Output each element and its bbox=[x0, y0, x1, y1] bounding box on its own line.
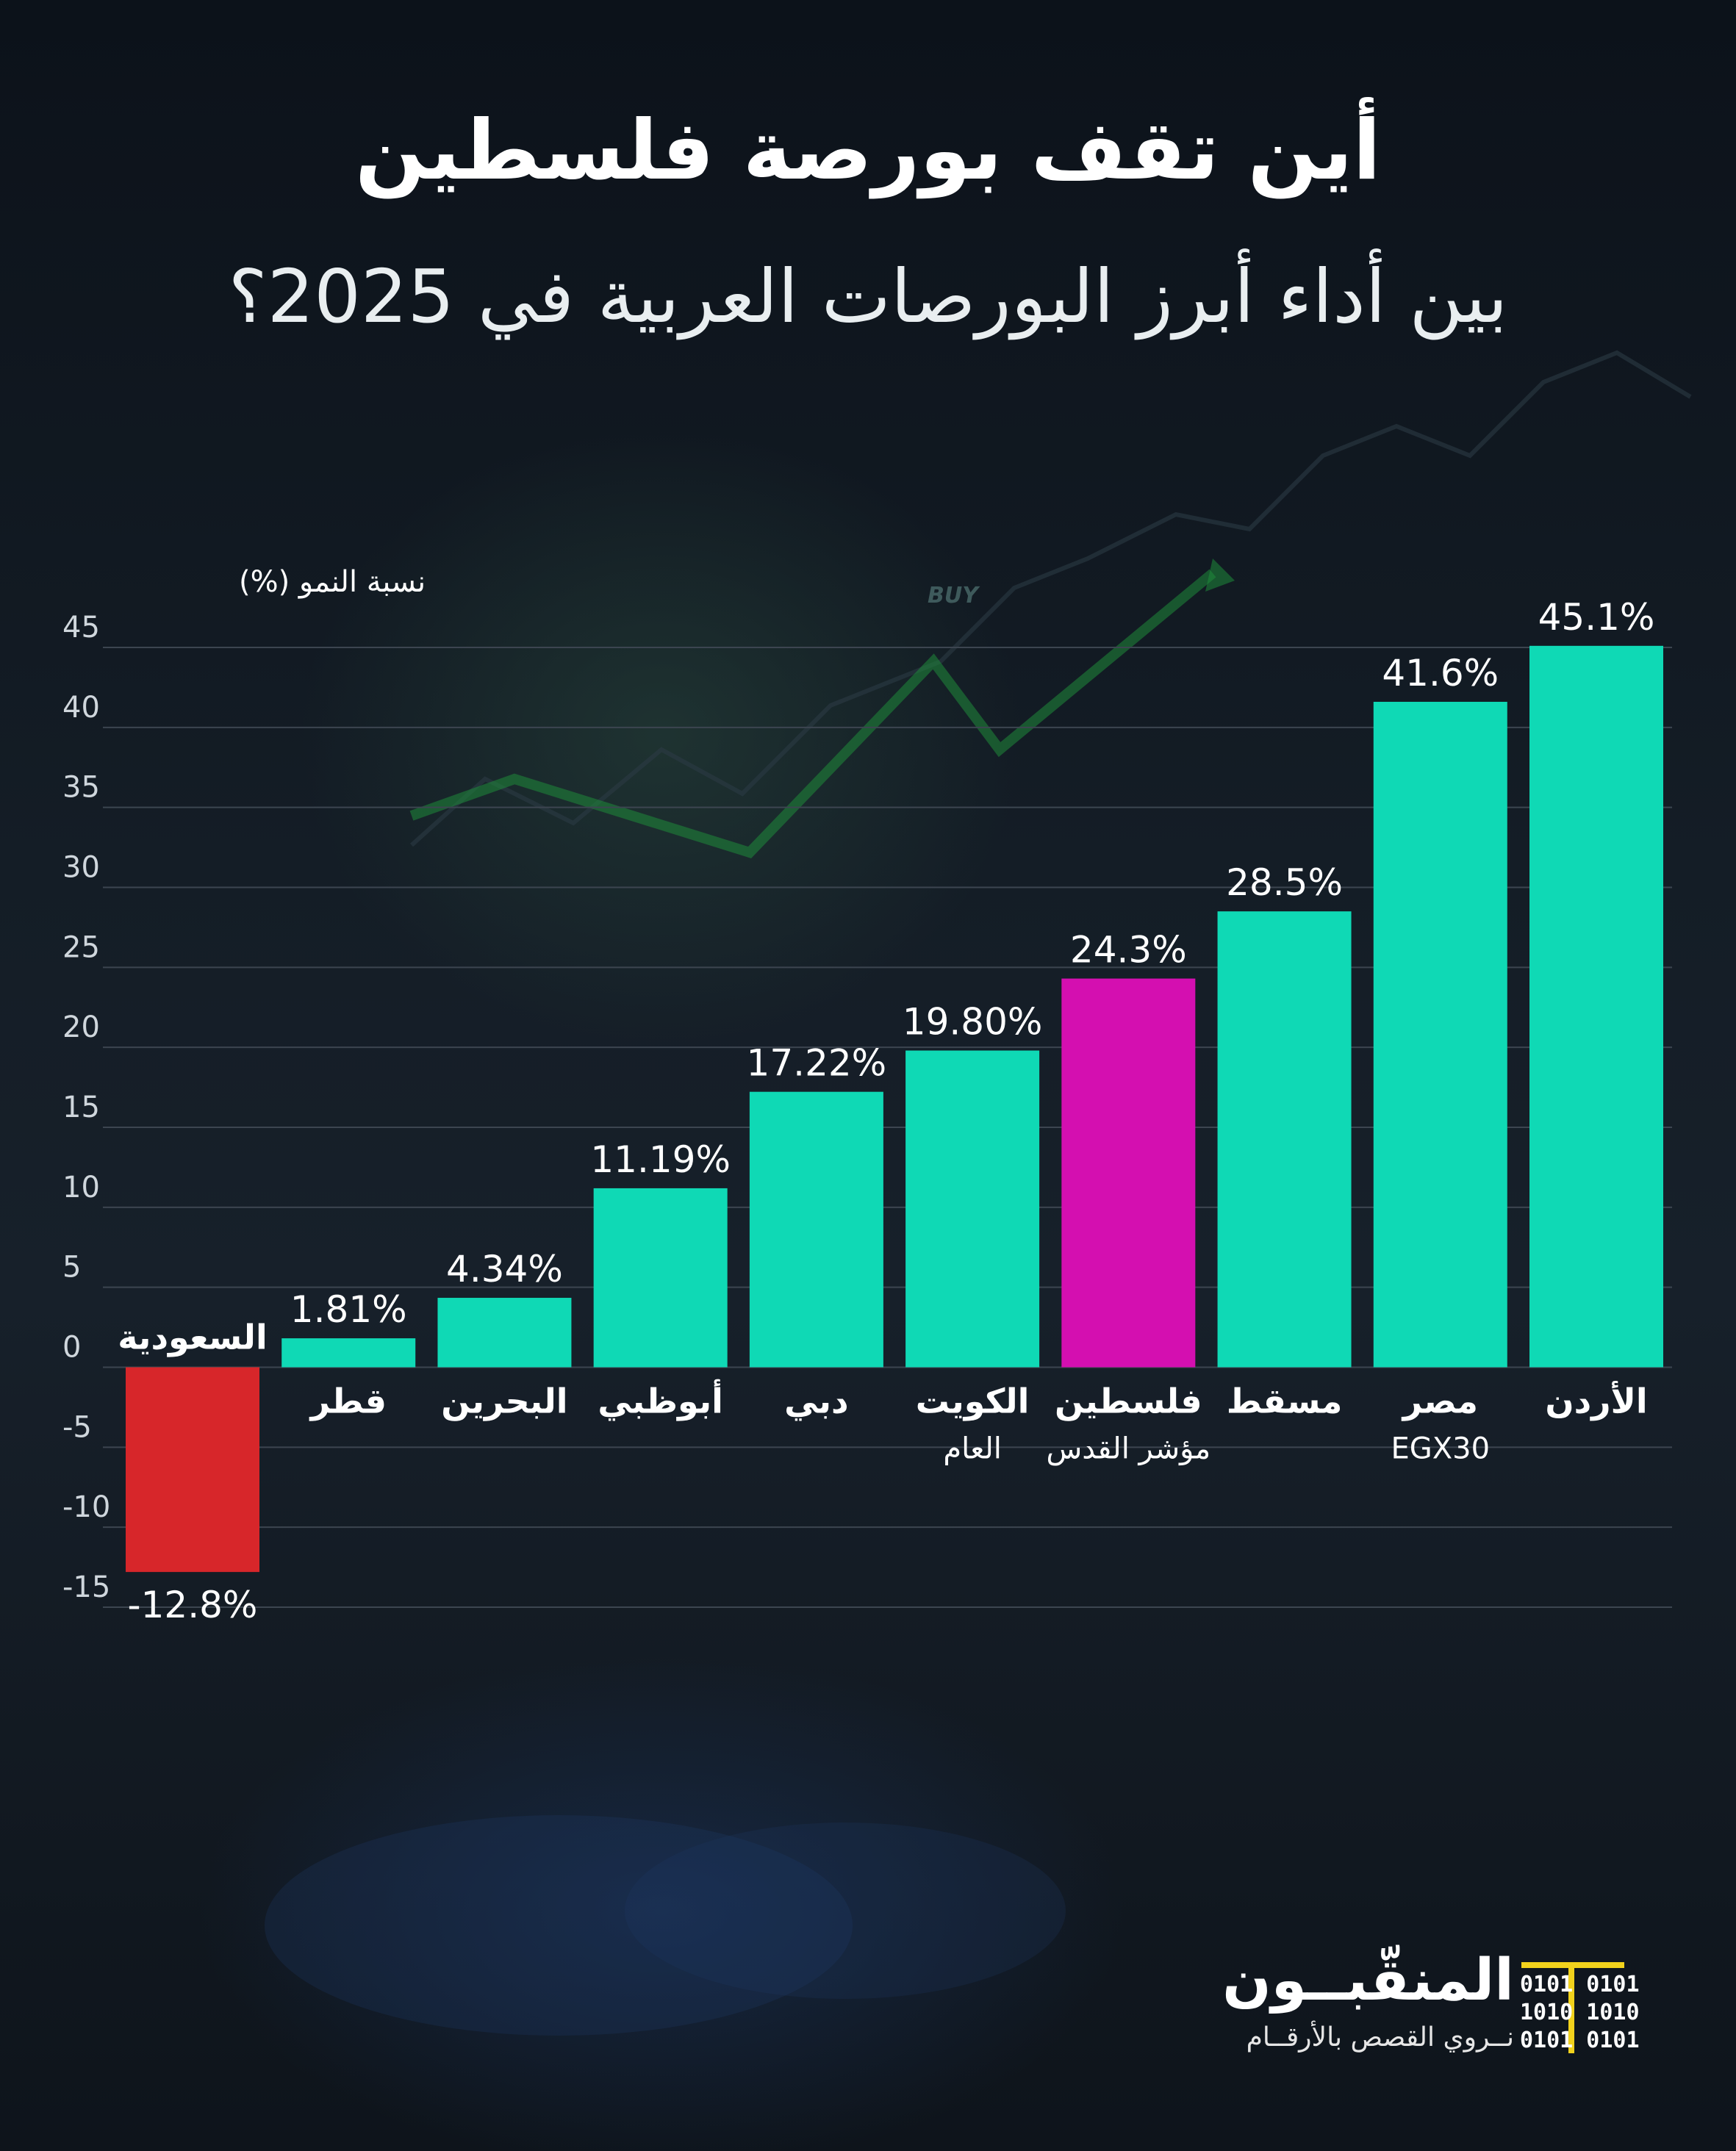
bar bbox=[1529, 645, 1663, 1368]
page-subtitle: بين أداء أبرز البورصات العربية في 2025؟ bbox=[228, 254, 1508, 340]
bar bbox=[1061, 978, 1196, 1368]
bar bbox=[905, 1050, 1040, 1368]
brand-logo: المنقّبــون نــروي القصص بالأرقــام 0101… bbox=[1220, 1947, 1654, 2065]
bar-value-label: 19.80% bbox=[903, 1001, 1043, 1044]
y-tick-label: 10 bbox=[62, 1171, 100, 1204]
y-tick-label: 20 bbox=[62, 1010, 100, 1044]
bar-value-label: 28.5% bbox=[1226, 861, 1343, 904]
category-label: الكويت bbox=[916, 1382, 1030, 1421]
bar bbox=[593, 1188, 728, 1368]
y-tick-label: 5 bbox=[62, 1251, 81, 1285]
y-tick-label: -15 bbox=[62, 1570, 110, 1604]
category-label: السعودية bbox=[118, 1318, 267, 1357]
y-tick-label: 15 bbox=[62, 1091, 100, 1124]
category-label: فلسطين bbox=[1055, 1382, 1202, 1421]
category-label: مسقط bbox=[1227, 1382, 1343, 1421]
bar-value-label: 4.34% bbox=[446, 1248, 563, 1290]
bar bbox=[437, 1298, 572, 1368]
y-tick-label: 40 bbox=[62, 691, 100, 725]
category-sublabel: مؤشر القدس bbox=[1046, 1432, 1210, 1466]
category-label: قطر bbox=[309, 1382, 387, 1421]
svg-text:BUY: BUY bbox=[928, 583, 980, 608]
bar-value-label: 17.22% bbox=[747, 1042, 887, 1085]
y-tick-label: 35 bbox=[62, 771, 100, 805]
bar bbox=[281, 1338, 416, 1368]
bar-value-label: 1.81% bbox=[290, 1288, 407, 1331]
y-tick-label: 45 bbox=[62, 611, 100, 644]
bar bbox=[1373, 702, 1507, 1368]
bar-value-label: 45.1% bbox=[1538, 596, 1655, 639]
y-tick-label: -5 bbox=[62, 1410, 92, 1444]
category-sublabel: العام bbox=[943, 1432, 1002, 1466]
page-title: أين تقف بورصة فلسطين bbox=[355, 103, 1381, 198]
bar-value-label: 11.19% bbox=[590, 1138, 731, 1181]
y-tick-label: 30 bbox=[62, 851, 100, 885]
y-tick-label: 0 bbox=[62, 1331, 81, 1365]
brand-tagline: نــروي القصص بالأرقــام bbox=[1246, 2022, 1514, 2053]
brand-name: المنقّبــون bbox=[1222, 1947, 1514, 2014]
category-label: دبي bbox=[784, 1382, 848, 1421]
category-label: مصر bbox=[1402, 1382, 1478, 1421]
bar bbox=[126, 1367, 259, 1573]
bar bbox=[749, 1091, 883, 1368]
bar-value-label: 24.3% bbox=[1070, 929, 1187, 972]
bar bbox=[1217, 911, 1352, 1368]
y-tick-label: 25 bbox=[62, 930, 100, 964]
category-sublabel: EGX30 bbox=[1391, 1432, 1490, 1466]
pickaxe-binary-icon: 0101 0101 1010 1010 0101 0101 bbox=[1514, 1962, 1640, 2053]
y-tick-label: -10 bbox=[62, 1490, 110, 1524]
category-label: البحرين bbox=[441, 1382, 567, 1421]
category-label: أبوظبي bbox=[598, 1379, 723, 1421]
bar-value-label: -12.8% bbox=[128, 1584, 258, 1626]
y-axis-label: نسبة النمو (%) bbox=[239, 565, 426, 599]
category-label: الأردن bbox=[1545, 1381, 1647, 1421]
bar-value-label: 41.6% bbox=[1382, 652, 1499, 694]
